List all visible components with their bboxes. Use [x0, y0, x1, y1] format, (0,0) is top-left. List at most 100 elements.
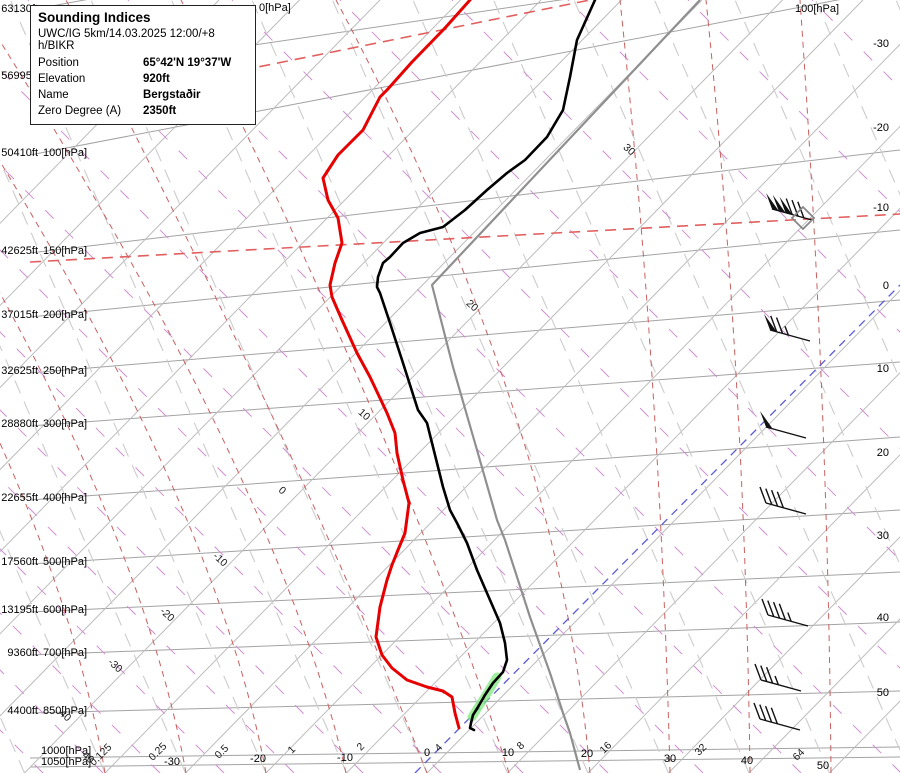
wind-barb-feather — [776, 491, 785, 509]
dry-adiabat-line — [251, 0, 589, 773]
moist-adiabat-line — [799, 0, 832, 773]
wind-barb-pennant — [764, 314, 777, 332]
isotherm-line — [104, 0, 864, 773]
pressure-hpa-label: 300[hPa] — [43, 418, 87, 430]
bottom-temperature-label: 50 — [817, 760, 829, 772]
wind-barb-feather — [770, 707, 779, 725]
isobar-line — [29, 621, 900, 656]
pressure-top-label: 0[hPa] — [259, 2, 291, 14]
wind-barb-feather — [759, 704, 767, 721]
isobar-line — [29, 361, 900, 427]
altitude-ft-label: 22655ft — [1, 492, 38, 504]
moist-adiabat-line — [619, 0, 671, 773]
bottom-temperature-label: 30 — [664, 753, 676, 765]
bottom-temperature-label: 40 — [741, 755, 753, 767]
isotherm-line — [0, 0, 622, 635]
moist-adiabat-line — [0, 160, 267, 773]
tropopause-dashed-line — [29, 213, 900, 263]
isotherm-line — [0, 0, 703, 717]
wind-barb-feather — [767, 600, 775, 617]
altitude-ft-label: 42625ft — [1, 245, 38, 257]
info-label-name: Name — [38, 89, 69, 101]
dry-adiabat-line — [170, 0, 509, 773]
moist-adiabat-line — [335, 0, 591, 773]
wind-barb-feather — [759, 486, 767, 504]
wind-barb-pennant — [766, 193, 779, 211]
info-row-position: Position 65°42'N 19°37'W — [38, 55, 248, 71]
info-row-zero-degree: Zero Degree (A) 2350ft — [38, 103, 248, 119]
altitude-ft-label: 63130ft — [1, 3, 38, 15]
isotherm-line — [346, 207, 900, 773]
right-temperature-label: 20 — [877, 447, 889, 459]
dry-adiabat-line — [9, 0, 348, 773]
bottom-temperature-label: 20 — [581, 748, 593, 760]
altitude-ft-label: 13195ft — [1, 604, 38, 616]
violet-dashed-line — [687, 0, 900, 213]
wind-barb-pennant — [779, 196, 793, 215]
isobar-line — [29, 746, 900, 759]
dewpoint-curve — [375, 0, 597, 732]
moist-adiabat-line — [705, 0, 751, 773]
isobar-line — [29, 149, 900, 254]
altitude-ft-label: 37015ft — [1, 309, 38, 321]
isotherm-line — [587, 454, 900, 773]
isotherm-line — [507, 372, 900, 773]
isotherm-line — [0, 0, 300, 307]
dry-adiabat-line — [573, 0, 900, 752]
pressure-hpa-label: 850[hPa] — [43, 705, 87, 717]
right-temperature-label: 30 — [877, 530, 889, 542]
mixing-ratio-label: 64 — [791, 746, 808, 763]
isobar-line — [29, 436, 900, 501]
dry-adiabat-line — [90, 0, 428, 773]
dry-adiabat-line — [0, 530, 106, 773]
adiabat-value-label: -30 — [105, 656, 124, 675]
dry-adiabat-line — [895, 0, 900, 11]
isotherm-line — [0, 0, 381, 389]
wind-barb-feather — [760, 665, 768, 682]
info-value-position: 65°42'N 19°37'W — [143, 57, 232, 69]
temperature-curve — [321, 0, 472, 730]
wind-barb-feather — [772, 601, 781, 619]
bottom-temperature-label: 10 — [502, 747, 514, 759]
altitude-ft-label: 32625ft — [1, 365, 38, 377]
wind-barb-staff — [760, 679, 802, 692]
right-temperature-label: 50 — [877, 687, 889, 699]
dry-adiabat-line — [492, 0, 831, 773]
pressure-hpa-label: 200[hPa] — [43, 309, 87, 321]
pressure-hpa-label: 600[hPa] — [43, 604, 87, 616]
altitude-ft-label: 9360ft — [7, 647, 38, 659]
isotherm-line — [24, 0, 783, 773]
pressure-hpa-label: 1050[hPa] — [41, 756, 91, 768]
tropopause-diamond-marker — [790, 205, 816, 231]
isotherm-line — [185, 43, 900, 773]
info-value-elevation: 920ft — [143, 73, 170, 85]
isobar-line — [29, 690, 900, 714]
altitude-ft-label: 28880ft — [1, 418, 38, 430]
info-box-title: Sounding Indices — [38, 10, 151, 25]
wind-barb-staff — [767, 614, 809, 627]
right-temperature-label: 40 — [877, 612, 889, 624]
pressure-hpa-label: 400[hPa] — [43, 492, 87, 504]
isotherm-line — [0, 0, 461, 471]
bottom-temperature-label: -30 — [164, 756, 180, 768]
isotherm-line — [0, 0, 220, 225]
info-value-zero-degree: 2350ft — [143, 105, 177, 117]
wind-barb-feather — [764, 705, 773, 723]
wind-barb-pennant — [760, 411, 773, 429]
wind-barb-staff — [759, 718, 801, 731]
sounding-info-box: Sounding Indices UWC/IG 5km/14.03.2025 1… — [30, 5, 256, 125]
violet-dashed-line — [339, 0, 900, 561]
mixing-ratio-label: 0.5 — [212, 742, 231, 761]
wind-barb-feather — [778, 603, 787, 621]
adiabat-value-label: 0 — [276, 484, 288, 497]
dry-adiabat-line — [0, 159, 267, 773]
moist-adiabat-line — [65, 0, 428, 773]
info-box-model-run: UWC/IG 5km/14.03.2025 12:00/+8 h/BIKR — [38, 28, 215, 52]
dry-adiabat-line — [412, 0, 750, 773]
dry-adiabat-line — [653, 0, 900, 567]
parcel-path-curve — [430, 0, 701, 771]
bottom-temperature-label: -20 — [250, 753, 266, 765]
altitude-ft-label: 4400ft — [7, 705, 38, 717]
info-label-zero-degree: Zero Degree (A) — [38, 105, 122, 117]
